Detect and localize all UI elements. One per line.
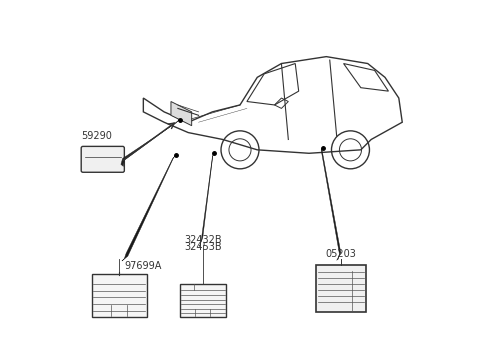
Polygon shape: [199, 152, 215, 246]
Polygon shape: [122, 155, 176, 261]
Polygon shape: [171, 102, 192, 126]
Bar: [180, 284, 226, 317]
Bar: [316, 266, 366, 312]
Text: 32453B: 32453B: [184, 242, 222, 252]
Bar: [92, 274, 147, 317]
Text: 32432B: 32432B: [184, 235, 222, 245]
Polygon shape: [121, 119, 180, 166]
FancyBboxPatch shape: [81, 147, 124, 172]
Text: 59290: 59290: [81, 131, 112, 141]
Text: 05203: 05203: [325, 248, 356, 259]
Text: 97699A: 97699A: [125, 261, 162, 271]
Polygon shape: [321, 147, 341, 260]
